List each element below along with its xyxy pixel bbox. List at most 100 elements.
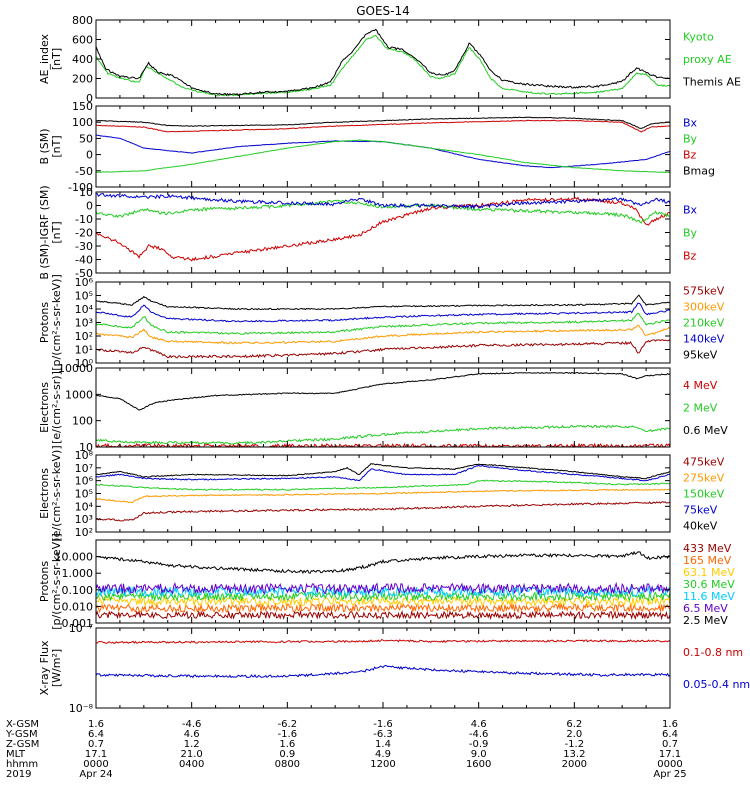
legend-6-5-mev: 6.5 MeV: [683, 602, 728, 615]
y-axis-label: Protons[p/(cm²-s-sr-keV)]: [38, 274, 63, 371]
y-tick-label: 0.010: [62, 600, 94, 613]
series-11-6-mev: [95, 585, 671, 598]
y-tick-label: 600: [72, 34, 93, 47]
y-tick-label: 10¹: [75, 344, 93, 357]
y-tick-label: -10: [75, 213, 93, 226]
series-6-5-mev: [95, 581, 671, 596]
y-axis-label-line: [e/(cm²-s-sr)]: [50, 371, 63, 444]
panel-frame: [95, 539, 671, 624]
y-axis-label: X-ray Flux[W/m²]: [38, 640, 63, 696]
legend-0-1-0-8-nm: 0.1-0.8 nm: [683, 646, 743, 659]
ephemeris-value: 17.1: [85, 749, 107, 760]
ephemeris-row-label: 2019: [6, 769, 31, 780]
ephemeris-row-y-gsm: Y-GSM 6.4 4.6 -1.6 -6.3 -4.6 2.0 6.4: [5, 729, 678, 740]
y-tick-label: -50: [75, 165, 93, 178]
legend-0-05-0-4-nm: 0.05-0.4 nm: [683, 678, 750, 691]
ephemeris-row-label: Y-GSM: [5, 729, 38, 740]
y-axis-label-line: AE_index: [38, 33, 51, 84]
series-bz: [96, 119, 671, 133]
y-axis-label-line: [nT]: [50, 135, 63, 157]
ephemeris-value: 0800: [275, 759, 300, 770]
series-0-1-0-8-nm: [95, 638, 671, 644]
panel-frame: [95, 281, 671, 364]
y-tick-label: 10⁻⁷: [69, 622, 93, 635]
y-tick-label: 1.000: [62, 567, 94, 580]
y-tick-label: 10: [79, 441, 93, 454]
ephemeris-table: X-GSM 1.6 -4.6 -6.2 -1.6 4.6 6.2 1.6Y-GSM 6.4 4.6…: [5, 719, 687, 780]
ephemeris-value: 1.2: [184, 739, 200, 750]
ephemeris-row-hhmm: hhmm 0000 0400 0800 1200 1600 2000 0000: [6, 759, 683, 770]
y-axis-label-line: Protons: [38, 302, 51, 343]
ephemeris-value: -1.6: [373, 719, 393, 730]
y-axis-label-line: X-ray Flux: [38, 640, 51, 696]
y-tick-label: 400: [72, 53, 93, 66]
ephemeris-value: 1.6: [88, 719, 104, 730]
ephemeris-row-2019: 2019 Apr 24 Apr 25: [6, 769, 687, 780]
series-bmag: [95, 116, 671, 129]
legend-bx: Bx: [683, 117, 698, 130]
panel-protons-mev: 0.0010.0100.1001.00010.000Protons[p/(cm²…: [38, 533, 735, 630]
y-tick-label: -100: [68, 181, 93, 194]
y-axis-label-line: Electrons: [38, 382, 51, 433]
legend-95kev: 95keV: [683, 349, 718, 362]
ephemeris-value: -6.2: [278, 719, 298, 730]
legend-300kev: 300keV: [683, 301, 725, 314]
legend-275kev: 275keV: [683, 472, 725, 485]
legend-11-6-mev: 11.6 MeV: [683, 590, 735, 603]
series-2-5-mev: [95, 550, 671, 575]
ephemeris-value: 4.6: [184, 729, 200, 740]
y-tick-label: -30: [75, 240, 93, 253]
y-tick-label: 10⁵: [75, 488, 93, 501]
ephemeris-row-z-gsm: Z-GSM 0.7 1.2 1.6 1.4 -0.9 -1.2 0.7: [6, 739, 678, 750]
y-tick-label: 50: [79, 132, 93, 145]
legend-kyoto: Kyoto: [683, 31, 714, 44]
y-tick-label: 10²: [75, 330, 93, 343]
ephemeris-value: 0400: [179, 759, 204, 770]
ephemeris-value: Apr 24: [79, 769, 112, 780]
ephemeris-value: 0000: [83, 759, 108, 770]
series-bx: [95, 192, 671, 210]
y-tick-label: 10⁻⁸: [69, 702, 94, 715]
ephemeris-value: 0.9: [279, 749, 295, 760]
series-275kev: [95, 488, 671, 504]
y-axis-label: Protons[p/(cm²-s-sr-keV)]: [38, 533, 63, 630]
ephemeris-value: 0.7: [88, 739, 104, 750]
legend-165-mev: 165 MeV: [683, 554, 732, 567]
series-150kev: [95, 479, 671, 491]
legend-4-mev: 4 MeV: [683, 379, 718, 392]
y-tick-label: 10⁸: [75, 449, 94, 462]
series-0-6-mev: [95, 371, 671, 411]
series-75kev: [95, 464, 671, 482]
legend-433-mev: 433 MeV: [683, 542, 732, 555]
ephemeris-value: 1.6: [662, 719, 678, 730]
y-axis-label-line: [e/(cm²-s-sr-keV)]: [50, 445, 63, 541]
y-axis-label-line: [p/(cm²-s-sr-keV)]: [50, 533, 63, 630]
y-tick-label: 0.100: [62, 584, 94, 597]
y-axis-label: B (SM)[nT]: [38, 128, 63, 164]
legend-bx: Bx: [683, 203, 698, 216]
legend-0-6-mev: 0.6 MeV: [683, 424, 728, 437]
ephemeris-value: Apr 25: [653, 769, 686, 780]
legend-575kev: 575keV: [683, 285, 725, 298]
legend-150kev: 150keV: [683, 488, 725, 501]
y-tick-label: 10³: [75, 317, 93, 330]
y-tick-label: 1000: [65, 388, 93, 401]
y-tick-label: 10⁴: [75, 500, 94, 513]
series-by: [95, 199, 671, 224]
legend-63-1-mev: 63.1 MeV: [683, 566, 735, 579]
legend-2-5-mev: 2.5 MeV: [683, 614, 728, 627]
series-40kev: [95, 462, 671, 480]
y-tick-label: 0: [86, 149, 93, 162]
ephemeris-value: 13.2: [563, 749, 585, 760]
y-axis-label-line: [W/m²]: [50, 649, 63, 687]
ephemeris-value: 21.0: [181, 749, 203, 760]
y-axis-label-line: B (SM): [38, 128, 51, 164]
y-tick-label: 10000: [58, 362, 93, 375]
legend-bz: Bz: [683, 149, 697, 162]
ephemeris-value: -0.9: [469, 739, 489, 750]
y-tick-label: 10⁶: [75, 276, 94, 289]
y-tick-label: 10⁵: [75, 290, 93, 303]
series-bz: [95, 196, 671, 262]
